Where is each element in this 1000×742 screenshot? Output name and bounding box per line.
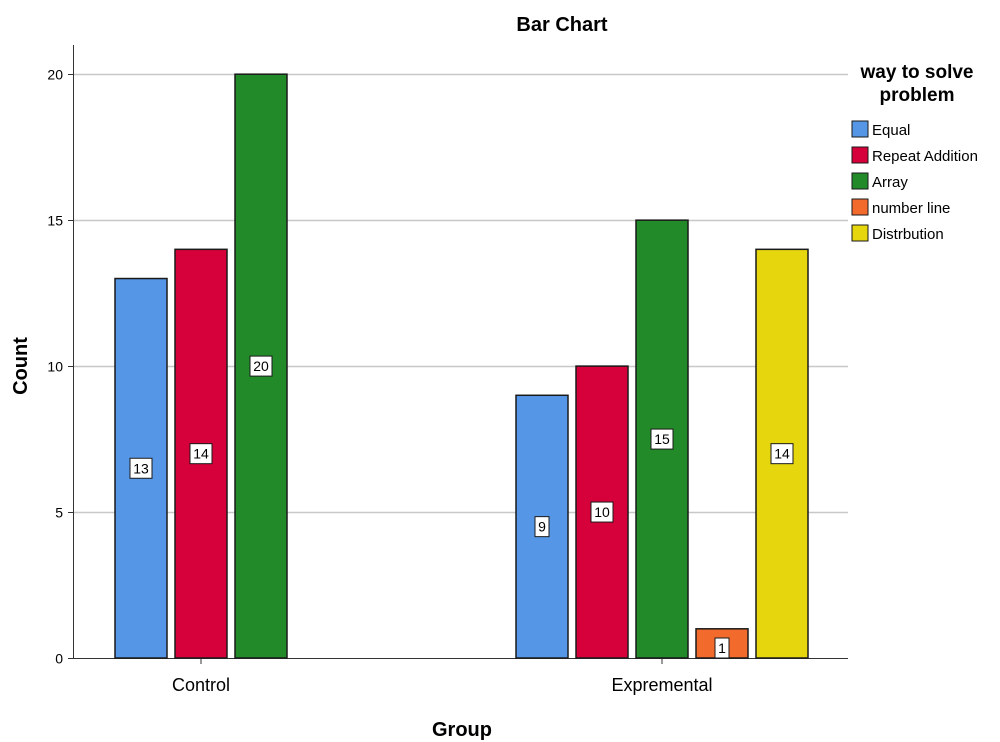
data-label-text: 14	[774, 446, 790, 462]
data-label-box	[714, 637, 730, 659]
legend-swatch	[851, 198, 869, 216]
legend-title: way to solve	[860, 62, 974, 83]
data-label-box	[650, 428, 674, 450]
legend-swatch	[851, 172, 869, 190]
data-label-text: 1	[718, 640, 726, 656]
data-label-text: 9	[538, 519, 546, 535]
x-axis-title: Group	[432, 719, 492, 741]
y-tick-label: 10	[47, 359, 63, 375]
x-category-labels: Control Expremental	[172, 675, 713, 695]
data-label-box	[249, 355, 273, 377]
y-tick-label: 5	[55, 505, 63, 521]
data-label-box	[129, 457, 153, 479]
data-label: 14	[770, 443, 794, 465]
legend-item: number line	[851, 198, 950, 217]
data-label: 9	[534, 516, 550, 538]
data-label-text: 15	[654, 431, 670, 447]
legend-item: Repeat Addition	[851, 146, 978, 165]
data-labels: 13 14 20 9 10 15 1 14	[129, 355, 794, 659]
data-label-text: 10	[594, 504, 610, 520]
legend-label: number line	[872, 200, 950, 217]
data-label-text: 13	[133, 460, 149, 476]
y-tick-labels: 0 5 10 15 20	[47, 67, 63, 667]
chart-title: Bar Chart	[516, 14, 607, 36]
legend-swatch	[851, 120, 869, 138]
y-tick-label: 15	[47, 213, 63, 229]
data-label: 13	[129, 457, 153, 479]
y-tick-label: 0	[55, 651, 63, 667]
legend-swatch	[851, 146, 869, 164]
legend-title: problem	[880, 85, 955, 106]
legend-label: Array	[872, 174, 908, 191]
data-label: 14	[189, 443, 213, 465]
data-label: 20	[249, 355, 273, 377]
data-label-box	[534, 516, 550, 538]
data-label-box	[189, 443, 213, 465]
y-tick-label: 20	[47, 67, 63, 83]
data-label-text: 20	[253, 358, 269, 374]
legend-label: Equal	[872, 122, 910, 139]
bar-repeat-addition-expremental	[575, 365, 629, 659]
data-label: 1	[714, 637, 730, 659]
data-label-text: 14	[193, 446, 209, 462]
data-label-box	[590, 501, 614, 523]
legend-item: Array	[851, 172, 908, 191]
y-axis-title: Count	[10, 337, 32, 395]
legend-item: Equal	[851, 120, 910, 139]
data-label: 10	[590, 501, 614, 523]
legend-swatch	[851, 224, 869, 242]
legend-label: Repeat Addition	[872, 148, 978, 165]
data-label: 15	[650, 428, 674, 450]
x-category-label: Control	[172, 675, 230, 695]
legend-label: Distrbution	[872, 226, 944, 243]
x-category-label: Expremental	[611, 675, 712, 695]
data-label-box	[770, 443, 794, 465]
legend-item: Distrbution	[851, 224, 944, 243]
